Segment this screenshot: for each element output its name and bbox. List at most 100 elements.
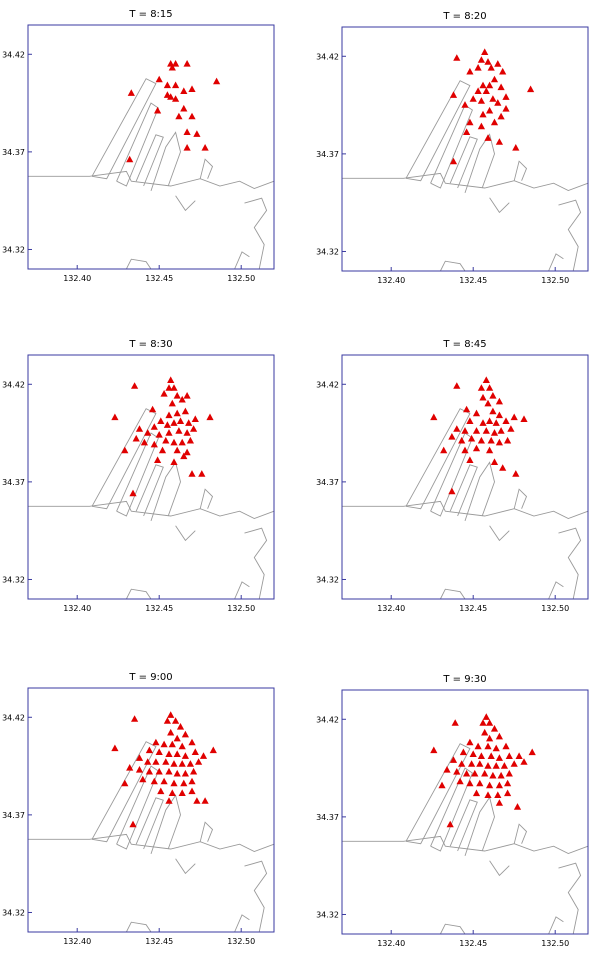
data-point-triangle — [178, 789, 186, 796]
data-point-triangle — [459, 748, 467, 756]
data-point-triangle — [193, 130, 201, 137]
data-point-triangle — [490, 118, 499, 126]
data-point-triangle — [131, 382, 139, 389]
data-point-triangle — [466, 118, 474, 126]
coastline — [234, 251, 250, 270]
data-point-triangle — [443, 766, 451, 773]
data-point-triangle — [484, 742, 492, 750]
coastline — [449, 464, 478, 517]
coastline — [558, 862, 582, 935]
data-point-triangle — [160, 390, 168, 397]
coastline — [116, 102, 159, 187]
data-point-triangle — [479, 719, 487, 726]
data-point-triangle — [180, 779, 188, 787]
panel-4: T = 8:45 132.40 132.45 132.50 34.42 34.37 34.3… — [316, 339, 589, 613]
data-point-triangle — [111, 744, 119, 752]
x-tick-label: 132.50 — [227, 604, 255, 613]
data-point-triangle — [144, 758, 152, 765]
data-point-triangle — [183, 429, 191, 436]
data-point-triangle — [144, 429, 152, 436]
coastline — [405, 80, 471, 182]
data-point-triangle — [162, 758, 170, 765]
x-tick-label: 132.45 — [459, 276, 487, 285]
coastline — [91, 408, 157, 510]
data-point-triangle — [495, 411, 503, 419]
data-point-triangle — [162, 436, 170, 444]
coastline — [513, 823, 528, 844]
data-point-triangle — [173, 446, 181, 454]
data-point-triangle — [186, 436, 194, 444]
x-tick-label: 132.50 — [227, 937, 255, 946]
data-point-triangle — [476, 779, 484, 787]
data-point-triangle — [494, 791, 502, 798]
data-point-triangle — [111, 413, 119, 421]
data-point-triangle — [172, 81, 180, 89]
y-tick-label: 34.32 — [316, 910, 339, 919]
y-tick-label: 34.32 — [316, 247, 339, 256]
data-point-triangle — [461, 446, 469, 454]
y-tick-label: 34.37 — [2, 811, 25, 820]
data-point-triangle — [173, 734, 181, 742]
data-point-triangle — [154, 106, 162, 114]
data-point-triangle — [502, 417, 510, 424]
plot-frame — [341, 689, 589, 935]
data-point-triangle — [477, 436, 485, 444]
data-point-triangle — [453, 425, 461, 432]
data-point-triangle — [527, 85, 535, 93]
data-point-triangle — [495, 781, 503, 789]
coastline — [558, 199, 582, 272]
data-point-triangle — [173, 409, 181, 417]
coastline — [150, 794, 181, 855]
y-tick-label: 34.32 — [2, 245, 25, 254]
data-point-triangle — [477, 97, 485, 104]
x-tick-label: 132.50 — [227, 274, 255, 283]
coastline — [489, 860, 510, 877]
data-point-triangle — [463, 769, 471, 777]
y-tick-label: 34.42 — [2, 50, 25, 59]
data-point-triangle — [484, 399, 492, 407]
data-point-triangle — [180, 87, 188, 94]
data-point-triangle — [181, 407, 189, 415]
coastline — [125, 921, 152, 933]
data-point-triangle — [477, 752, 485, 759]
data-point-triangle — [149, 405, 157, 413]
data-point-triangle — [168, 789, 176, 796]
data-point-triangle — [474, 87, 482, 94]
data-point-triangle — [463, 128, 471, 135]
x-tick-label: 132.40 — [63, 937, 91, 946]
data-point-triangle — [502, 742, 510, 750]
data-point-triangle — [183, 392, 191, 399]
data-point-triangle — [451, 719, 459, 726]
x-tick-label: 132.45 — [459, 604, 487, 613]
data-point-triangle — [430, 413, 438, 421]
data-point-triangle — [180, 104, 188, 112]
data-point-triangle — [484, 58, 492, 65]
data-point-triangle — [497, 83, 505, 91]
data-point-triangle — [165, 797, 173, 804]
y-tick-label: 34.37 — [2, 478, 25, 487]
coastline — [91, 741, 157, 843]
data-point-triangle — [165, 750, 173, 757]
data-point-triangle — [181, 769, 189, 777]
plot-frame — [27, 687, 275, 933]
data-point-triangle — [178, 438, 186, 446]
data-point-triangle — [157, 417, 165, 424]
data-point-triangle — [453, 768, 461, 775]
coastline — [244, 527, 268, 600]
coastline — [175, 858, 196, 875]
data-point-triangle — [486, 446, 494, 454]
data-point-triangle — [191, 415, 199, 422]
x-tick-label: 132.45 — [145, 274, 173, 283]
data-point-triangle — [449, 91, 458, 98]
data-point-triangle — [486, 719, 494, 726]
data-point-triangle — [198, 470, 206, 477]
data-point-triangle — [486, 106, 494, 114]
data-point-triangle — [154, 456, 162, 463]
x-tick-label: 132.50 — [541, 604, 569, 613]
y-tick-label: 34.32 — [2, 575, 25, 584]
data-point-triangle — [188, 777, 196, 785]
data-point-triangle — [492, 419, 500, 426]
data-point-triangle — [489, 771, 497, 779]
data-point-triangle — [468, 434, 476, 442]
